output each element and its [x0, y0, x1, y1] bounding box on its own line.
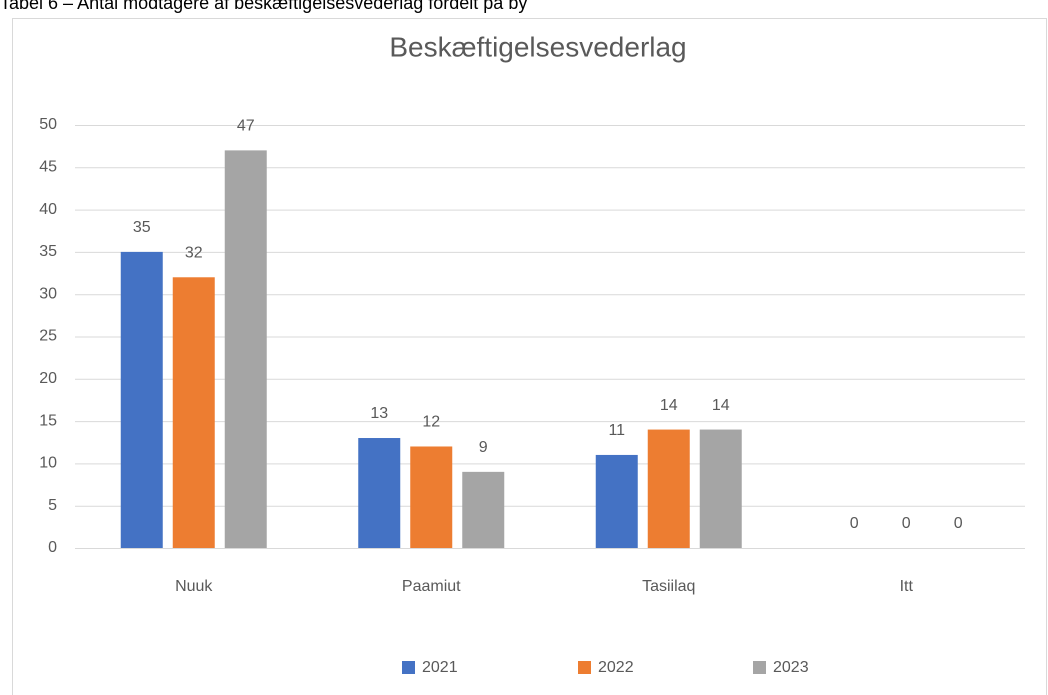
- bar: [172, 277, 215, 548]
- bar: [120, 251, 163, 548]
- x-tick-label: Tasiilaq: [642, 578, 695, 595]
- y-tick-label: 20: [39, 370, 57, 387]
- data-label: 35: [133, 219, 151, 236]
- y-tick-label: 30: [39, 285, 57, 302]
- bar: [647, 429, 690, 548]
- data-label: 14: [660, 397, 678, 414]
- legend-swatch: [402, 661, 415, 674]
- legend-label: 2021: [422, 659, 458, 676]
- bar: [410, 446, 453, 548]
- data-label: 0: [902, 515, 911, 532]
- caption: Tabel 6 – Antal modtagere af beskæftigel…: [0, 0, 527, 13]
- bar: [358, 438, 401, 548]
- bar: [224, 150, 267, 548]
- x-tick-label: Paamiut: [402, 578, 461, 595]
- y-tick-label: 50: [39, 116, 57, 133]
- data-label: 13: [370, 405, 388, 422]
- y-tick-label: 15: [39, 412, 57, 429]
- data-label: 9: [479, 439, 488, 456]
- y-tick-label: 25: [39, 328, 57, 345]
- data-label: 12: [422, 414, 440, 431]
- y-tick-label: 45: [39, 159, 57, 176]
- data-label: 11: [608, 422, 625, 439]
- data-label: 47: [237, 118, 255, 135]
- data-label: 0: [850, 515, 859, 532]
- bar: [595, 454, 638, 548]
- legend-swatch: [578, 661, 591, 674]
- legend-label: 2023: [773, 659, 809, 676]
- data-label: 0: [954, 515, 963, 532]
- legend-swatch: [753, 661, 766, 674]
- legend-label: 2022: [598, 659, 634, 676]
- bar: [462, 471, 505, 548]
- x-tick-label: Itt: [900, 578, 914, 595]
- y-tick-label: 5: [48, 497, 57, 514]
- y-tick-label: 35: [39, 243, 57, 260]
- y-tick-label: 0: [48, 539, 57, 556]
- y-tick-label: 10: [39, 455, 57, 472]
- chart-frame: [12, 18, 1047, 695]
- bar: [699, 429, 742, 548]
- data-label: 14: [712, 397, 730, 414]
- chart-title: Beskæftigelsesvederlag: [389, 31, 686, 62]
- x-tick-label: Nuuk: [175, 578, 213, 595]
- y-tick-label: 40: [39, 201, 57, 218]
- data-label: 32: [185, 244, 203, 261]
